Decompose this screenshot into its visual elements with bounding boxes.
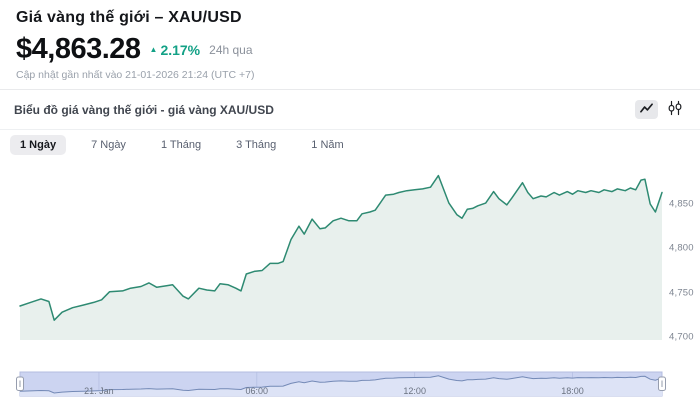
chart-type-toggle bbox=[635, 100, 686, 119]
divider bbox=[0, 129, 700, 130]
range-tab[interactable]: 1 Năm bbox=[301, 135, 353, 155]
line-chart-icon bbox=[639, 101, 654, 118]
divider bbox=[0, 89, 700, 90]
navigator-area-fill bbox=[20, 375, 662, 396]
y-axis-label: 4,700 bbox=[669, 331, 694, 343]
change-percent: 2.17% bbox=[160, 41, 201, 58]
chart-area-fill bbox=[20, 175, 662, 340]
navigator-left-handle[interactable] bbox=[16, 376, 24, 391]
chart-navigator[interactable]: 21. Jan 06:00 12:00 18:00 bbox=[0, 371, 700, 401]
y-axis-label: 4,800 bbox=[669, 242, 694, 254]
last-updated: Cập nhật gần nhất vào 21-01-2026 21:24 (… bbox=[16, 69, 255, 81]
arrow-up-icon: ▲ bbox=[149, 44, 158, 54]
x-axis-label: 06:00 bbox=[245, 386, 269, 396]
line-chart-button[interactable] bbox=[635, 100, 658, 119]
navigator-right-handle[interactable] bbox=[658, 376, 666, 391]
candlestick-chart-button[interactable] bbox=[663, 100, 686, 119]
chart-title: Biểu đồ giá vàng thế giới - giá vàng XAU… bbox=[14, 102, 274, 117]
range-tab[interactable]: 1 Ngày bbox=[10, 135, 67, 155]
x-axis-label: 21. Jan bbox=[84, 386, 114, 396]
x-axis-label: 12:00 bbox=[403, 386, 426, 396]
price-chart[interactable]: 4,700 4,750 4,800 4,850 bbox=[0, 156, 700, 368]
y-axis-label: 4,750 bbox=[669, 287, 694, 299]
candlestick-chart-icon bbox=[667, 100, 683, 119]
price-change: ▲ 2.17% bbox=[150, 42, 201, 58]
x-axis-label: 18:00 bbox=[561, 386, 584, 396]
y-axis-label: 4,850 bbox=[669, 198, 694, 210]
range-tab[interactable]: 1 Tháng bbox=[151, 135, 211, 155]
chart-card-header: Biểu đồ giá vàng thế giới - giá vàng XAU… bbox=[0, 90, 700, 129]
range-tabs: 1 Ngày 7 Ngày 1 Tháng 3 Tháng 1 Năm bbox=[0, 130, 700, 156]
current-price: $4,863.28 bbox=[16, 33, 141, 65]
price-header: Giá vàng thế giới – XAU/USD $4,863.28 ▲ … bbox=[0, 0, 700, 81]
change-period: 24h qua bbox=[209, 42, 253, 57]
range-tab[interactable]: 7 Ngày bbox=[81, 135, 136, 155]
navigator-line bbox=[19, 375, 663, 394]
range-tab[interactable]: 3 Tháng bbox=[226, 135, 286, 155]
page-title: Giá vàng thế giới – XAU/USD bbox=[16, 9, 242, 26]
chart-line bbox=[19, 174, 663, 321]
